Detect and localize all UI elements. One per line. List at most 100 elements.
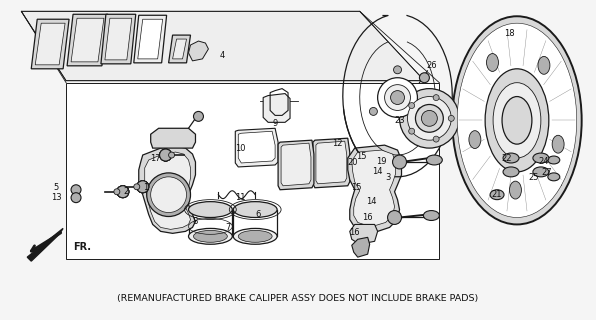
- Polygon shape: [235, 128, 278, 167]
- Ellipse shape: [117, 186, 129, 198]
- Text: 18: 18: [504, 28, 514, 38]
- Ellipse shape: [136, 181, 148, 193]
- Ellipse shape: [114, 189, 120, 195]
- Polygon shape: [494, 148, 561, 185]
- Text: 14: 14: [367, 197, 377, 206]
- Polygon shape: [35, 23, 65, 65]
- Text: 21: 21: [492, 190, 502, 199]
- Text: 20: 20: [347, 158, 358, 167]
- Ellipse shape: [370, 108, 377, 116]
- Polygon shape: [313, 138, 350, 188]
- Ellipse shape: [426, 155, 442, 165]
- Ellipse shape: [160, 149, 172, 161]
- Text: 2: 2: [123, 187, 128, 196]
- Ellipse shape: [393, 66, 402, 74]
- Polygon shape: [71, 18, 104, 62]
- Ellipse shape: [151, 177, 187, 212]
- Ellipse shape: [233, 202, 277, 218]
- Ellipse shape: [486, 53, 498, 71]
- Text: 16: 16: [362, 213, 373, 222]
- Ellipse shape: [136, 181, 148, 193]
- Text: 26: 26: [426, 61, 437, 70]
- Ellipse shape: [538, 56, 550, 74]
- Text: 12: 12: [333, 139, 343, 148]
- Ellipse shape: [71, 193, 81, 203]
- Ellipse shape: [136, 181, 148, 193]
- Text: 5: 5: [54, 183, 59, 192]
- Polygon shape: [352, 150, 396, 225]
- Ellipse shape: [160, 149, 172, 161]
- Text: 10: 10: [235, 144, 246, 153]
- Polygon shape: [352, 237, 370, 257]
- Ellipse shape: [533, 153, 549, 163]
- Text: 1: 1: [143, 183, 148, 192]
- Ellipse shape: [452, 16, 582, 224]
- Polygon shape: [139, 146, 195, 233]
- Ellipse shape: [548, 156, 560, 164]
- Ellipse shape: [117, 186, 129, 198]
- Ellipse shape: [188, 228, 232, 244]
- Polygon shape: [263, 93, 290, 122]
- Text: FR.: FR.: [73, 242, 91, 252]
- Ellipse shape: [117, 186, 129, 198]
- Text: 22: 22: [502, 154, 513, 163]
- Ellipse shape: [134, 184, 139, 190]
- Ellipse shape: [117, 186, 129, 198]
- Ellipse shape: [469, 131, 481, 148]
- Ellipse shape: [490, 190, 504, 200]
- Ellipse shape: [433, 95, 439, 100]
- Ellipse shape: [71, 185, 81, 195]
- Ellipse shape: [233, 228, 277, 244]
- Polygon shape: [138, 19, 163, 59]
- Ellipse shape: [147, 173, 191, 217]
- Ellipse shape: [169, 152, 175, 158]
- Polygon shape: [348, 145, 402, 231]
- Ellipse shape: [502, 97, 532, 144]
- Polygon shape: [134, 15, 167, 63]
- Polygon shape: [188, 41, 209, 61]
- Polygon shape: [21, 11, 424, 81]
- Text: 27: 27: [542, 168, 552, 177]
- Ellipse shape: [409, 128, 415, 134]
- Ellipse shape: [457, 23, 577, 218]
- Ellipse shape: [194, 111, 203, 121]
- Ellipse shape: [194, 230, 227, 242]
- Text: 7: 7: [226, 223, 231, 232]
- Text: 24: 24: [539, 157, 549, 166]
- Text: 19: 19: [376, 157, 387, 166]
- Polygon shape: [169, 35, 191, 63]
- Text: 6: 6: [256, 210, 261, 219]
- Ellipse shape: [160, 149, 172, 161]
- Ellipse shape: [117, 186, 129, 198]
- Polygon shape: [27, 228, 63, 261]
- Polygon shape: [350, 224, 378, 244]
- Text: 4: 4: [220, 52, 225, 60]
- Ellipse shape: [421, 110, 437, 126]
- Ellipse shape: [423, 211, 439, 220]
- Polygon shape: [67, 14, 108, 66]
- Ellipse shape: [510, 181, 522, 199]
- Ellipse shape: [160, 149, 172, 161]
- Polygon shape: [278, 140, 314, 190]
- Ellipse shape: [136, 181, 148, 193]
- Polygon shape: [281, 143, 311, 186]
- Text: 13: 13: [51, 193, 61, 202]
- Ellipse shape: [415, 105, 443, 132]
- Polygon shape: [101, 14, 136, 64]
- Ellipse shape: [418, 108, 426, 116]
- Ellipse shape: [136, 181, 148, 193]
- Text: 15: 15: [356, 152, 367, 161]
- Polygon shape: [105, 18, 132, 60]
- Polygon shape: [151, 128, 195, 148]
- Polygon shape: [145, 152, 191, 229]
- Ellipse shape: [420, 73, 429, 83]
- Ellipse shape: [399, 89, 460, 148]
- Polygon shape: [31, 19, 69, 69]
- Ellipse shape: [448, 116, 454, 121]
- Text: 17: 17: [150, 154, 161, 163]
- Polygon shape: [66, 83, 439, 259]
- Ellipse shape: [238, 230, 272, 242]
- Ellipse shape: [378, 78, 417, 117]
- Ellipse shape: [503, 167, 519, 177]
- Polygon shape: [316, 141, 347, 184]
